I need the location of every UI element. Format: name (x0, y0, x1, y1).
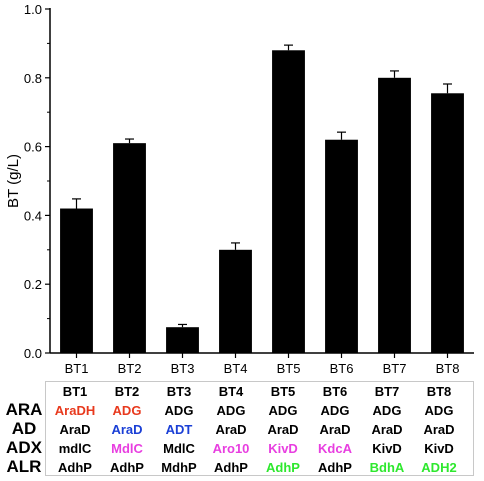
gene-table-cell: ADG (372, 403, 402, 418)
gene-table-cell: AraD (215, 422, 247, 437)
bar-chart: 0.0 0.2 0.4 0.6 0.8 1.0 BT1 BT2 BT3 BT4 BT5 BT6 BT7… (5, 2, 474, 376)
gene-table-cell: AdhP (58, 460, 92, 475)
gene-table-cell: ADG (320, 403, 350, 418)
gene-table-row: AdhP AdhP MdhP AdhP AdhP AdhP BdhA ADH2 (46, 458, 473, 477)
x-tick-label: BT1 (65, 361, 89, 376)
gene-table-cell: ADG (164, 403, 194, 418)
x-tick-label: BT5 (277, 361, 301, 376)
y-axis-title: BT (g/L) (5, 154, 22, 208)
bar-bt5 (272, 50, 305, 353)
y-tick-label: 1.0 (24, 2, 42, 17)
gene-table-cell: BdhA (369, 460, 405, 475)
x-tick-label: BT3 (171, 361, 195, 376)
row-label-alr: ALR (6, 457, 42, 476)
bar-bt8 (431, 93, 464, 353)
gene-table-cell: Aro10 (212, 441, 250, 456)
gene-table-cell: AdhP (110, 460, 144, 475)
y-tick-label: 0.0 (24, 346, 42, 361)
gene-table-cell: ADG (424, 403, 454, 418)
gene-table-cell: mdlC (58, 441, 92, 456)
x-tick-label: BT6 (330, 361, 354, 376)
gene-table-cell: AraDH (54, 403, 96, 418)
bar-bt4 (219, 249, 252, 353)
gene-table-cell: AdhP (318, 460, 352, 475)
bar-bt6 (325, 139, 358, 353)
gene-table-cell: ADT (165, 422, 193, 437)
bar-bt7 (378, 77, 411, 354)
gene-table-cell: MdhP (161, 460, 197, 475)
x-tick-label: BT7 (383, 361, 407, 376)
x-tick-label: BT4 (224, 361, 248, 376)
gene-table-header-cell: BT6 (322, 384, 348, 399)
gene-table-cell: AraD (319, 422, 351, 437)
gene-table-header-cell: BT2 (114, 384, 140, 399)
gene-table-cell: ADH2 (421, 460, 457, 475)
x-tick-label: BT8 (436, 361, 460, 376)
gene-table-cell: ADG (112, 403, 142, 418)
y-tick-label: 0.6 (24, 140, 42, 155)
y-axis-ticks: 0.0 0.2 0.4 0.6 0.8 1.0 (24, 2, 50, 361)
gene-table-cell: AraD (371, 422, 403, 437)
x-tick-label: BT2 (118, 361, 142, 376)
bar-bt3 (166, 327, 199, 353)
gene-table-header-cell: BT4 (218, 384, 244, 399)
gene-table-cell: AraD (423, 422, 455, 437)
x-axis-labels: BT1 BT2 BT3 BT4 BT5 BT6 BT7 BT8 (65, 353, 460, 376)
y-tick-label: 0.4 (24, 208, 42, 223)
gene-table-cell: MdlC (111, 441, 143, 456)
gene-table-header-cell: BT3 (166, 384, 192, 399)
gene-table-cell: KdcA (318, 441, 352, 456)
gene-table-header-cell: BT1 (62, 384, 88, 399)
gene-table-row: AraD AraD ADT AraD AraD AraD AraD AraD (46, 420, 473, 439)
gene-table-header-cell: BT7 (374, 384, 400, 399)
gene-table-header-row: BT1 BT2 BT3 BT4 BT5 BT6 BT7 BT8 (46, 382, 473, 401)
bars (60, 44, 464, 354)
row-label-ara: ARA (5, 400, 43, 419)
gene-table-row: AraDH ADG ADG ADG ADG ADG ADG ADG (46, 401, 473, 420)
gene-table-cell: AraD (267, 422, 299, 437)
row-label-ad: AD (11, 419, 37, 438)
bar-bt1 (60, 208, 93, 353)
gene-table-header-cell: BT5 (270, 384, 296, 399)
gene-table-cell: ADG (268, 403, 298, 418)
gene-table-cell: AraD (111, 422, 143, 437)
gene-table-cell: KivD (268, 441, 298, 456)
y-tick-label: 0.8 (24, 71, 42, 86)
y-tick-label: 0.2 (24, 277, 42, 292)
gene-table-header-cell: BT8 (426, 384, 452, 399)
gene-table-cell: AdhP (214, 460, 248, 475)
gene-table-cell: MdlC (163, 441, 195, 456)
gene-table-cell: KivD (424, 441, 454, 456)
gene-table-cell: ADG (216, 403, 246, 418)
gene-table: BT1 BT2 BT3 BT4 BT5 BT6 BT7 BT8 AraDH ADG ADG ADG AD… (45, 381, 474, 476)
row-label-adx: ADX (6, 438, 42, 457)
gene-table-row: mdlC MdlC MdlC Aro10 KivD KdcA KivD KivD (46, 439, 473, 458)
gene-row-labels: ARA AD ADX ALR (4, 400, 44, 476)
gene-table-cell: AdhP (266, 460, 300, 475)
bar-bt2 (113, 143, 146, 353)
gene-table-cell: AraD (59, 422, 91, 437)
gene-table-cell: KivD (372, 441, 402, 456)
